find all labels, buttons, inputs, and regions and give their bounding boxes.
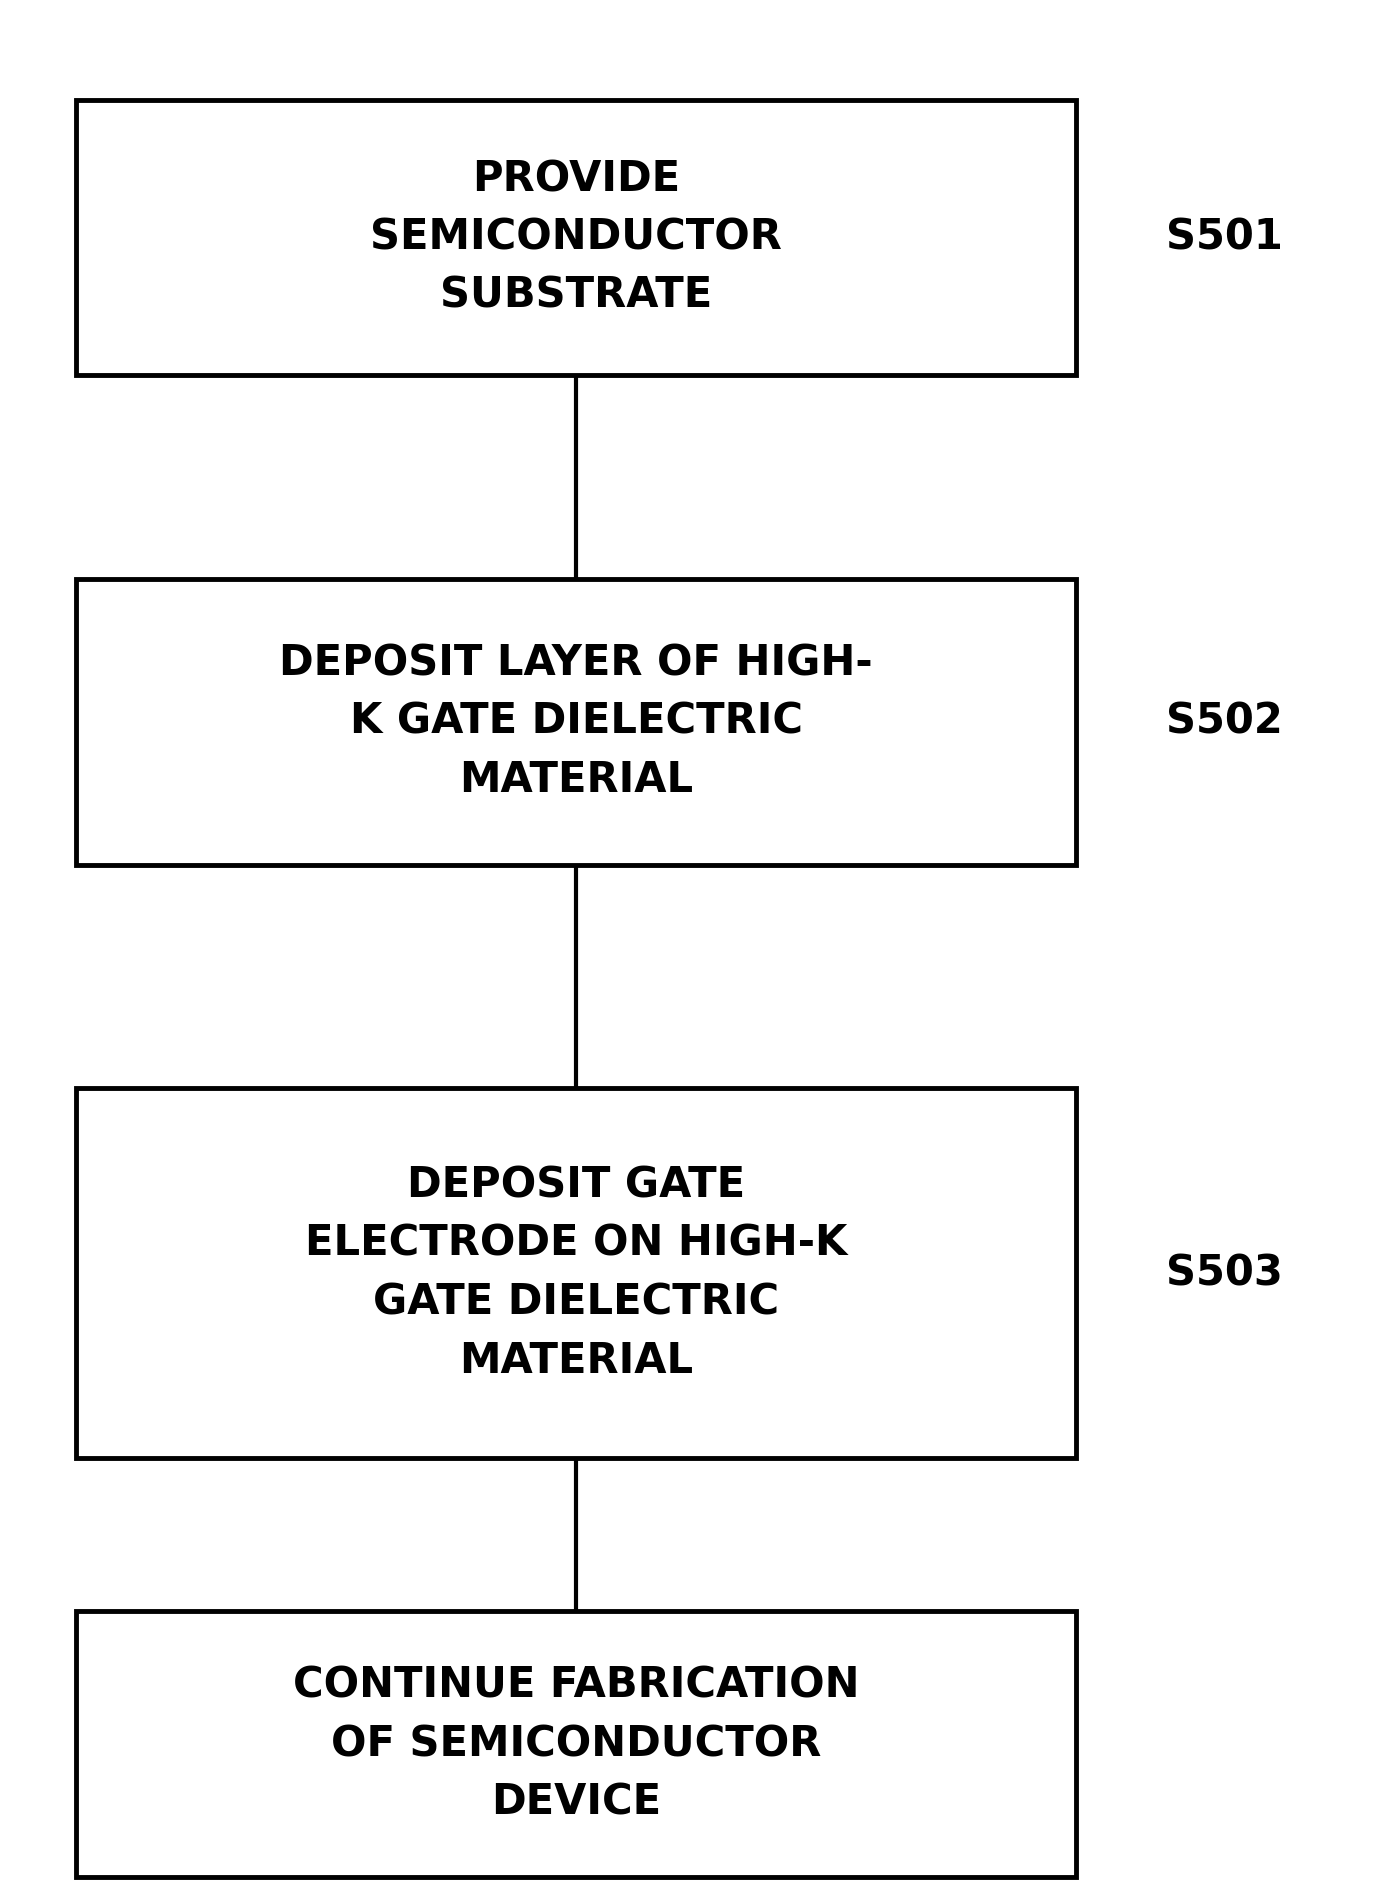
FancyBboxPatch shape bbox=[76, 580, 1076, 864]
Text: CONTINUE FABRICATION
OF SEMICONDUCTOR
DEVICE: CONTINUE FABRICATION OF SEMICONDUCTOR DE… bbox=[293, 1664, 860, 1824]
Text: S502: S502 bbox=[1166, 701, 1283, 743]
Text: DEPOSIT GATE
ELECTRODE ON HIGH-K
GATE DIELECTRIC
MATERIAL: DEPOSIT GATE ELECTRODE ON HIGH-K GATE DI… bbox=[305, 1165, 847, 1381]
FancyBboxPatch shape bbox=[76, 1087, 1076, 1459]
Text: DEPOSIT LAYER OF HIGH-
K GATE DIELECTRIC
MATERIAL: DEPOSIT LAYER OF HIGH- K GATE DIELECTRIC… bbox=[279, 642, 874, 802]
Text: S503: S503 bbox=[1166, 1252, 1283, 1294]
Text: S501: S501 bbox=[1166, 217, 1283, 258]
FancyBboxPatch shape bbox=[76, 99, 1076, 376]
Text: PROVIDE
SEMICONDUCTOR
SUBSTRATE: PROVIDE SEMICONDUCTOR SUBSTRATE bbox=[370, 158, 782, 317]
FancyBboxPatch shape bbox=[76, 1611, 1076, 1877]
